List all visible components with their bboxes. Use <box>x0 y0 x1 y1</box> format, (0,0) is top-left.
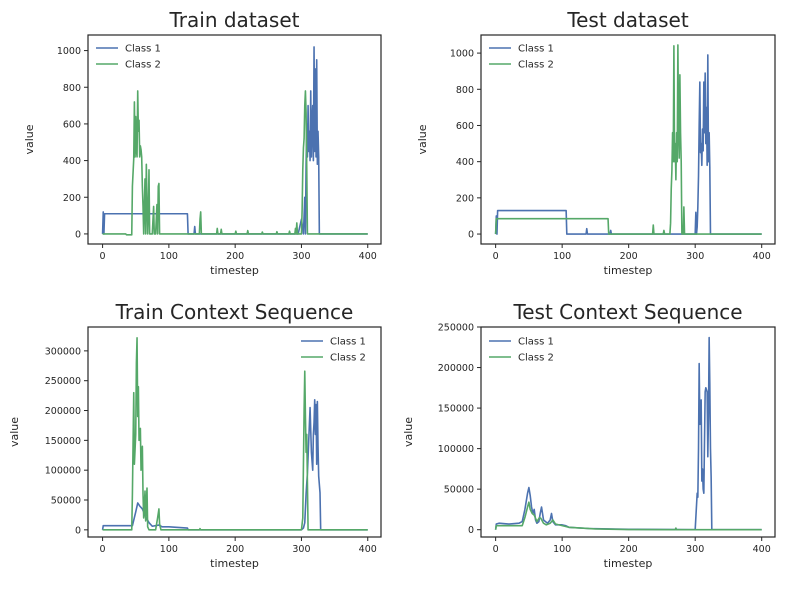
series-line-class-2 <box>102 90 368 236</box>
legend: Class 1 Class 2 <box>489 337 554 364</box>
y-tick-label: 0 <box>468 525 474 536</box>
y-tick-label: 150000 <box>438 404 474 415</box>
x-tick-label: 400 <box>359 251 377 262</box>
x-tick-label: 200 <box>226 544 244 555</box>
chart-title: Test dataset <box>566 8 689 32</box>
chart-title: Train dataset <box>169 8 300 32</box>
x-tick-label: 0 <box>493 251 499 262</box>
chart-3: Train Context Sequence 0 100 200 300 400 0 5000… <box>8 300 382 570</box>
series-line-class-2 <box>494 44 762 235</box>
series-line-class-1 <box>494 336 762 531</box>
series-line-class-1 <box>101 398 368 531</box>
x-tick-label: 0 <box>493 544 499 555</box>
legend: Class 1 Class 2 <box>301 337 366 364</box>
legend-label: Class 2 <box>125 60 161 71</box>
x-tick-label: 200 <box>226 251 244 262</box>
y-tick-label: 200 <box>63 193 81 204</box>
y-tick-label: 0 <box>468 230 474 241</box>
x-tick-label: 0 <box>100 544 106 555</box>
legend: Class 1 Class 2 <box>489 44 554 71</box>
x-axis-label: timestep <box>604 264 653 277</box>
axes-frame <box>480 326 776 538</box>
x-axis-label: timestep <box>604 557 653 570</box>
legend: Class 1 Class 2 <box>96 44 161 71</box>
chart-title: Test Context Sequence <box>512 300 742 324</box>
x-tick-label: 400 <box>359 544 377 555</box>
y-tick-label: 400 <box>456 157 474 168</box>
y-tick-label: 0 <box>75 525 81 536</box>
x-tick-label: 100 <box>160 544 178 555</box>
y-axis-label: value <box>8 417 21 447</box>
y-tick-label: 1000 <box>57 46 81 57</box>
y-axis-label: value <box>23 124 36 154</box>
y-tick-label: 300000 <box>45 346 81 357</box>
y-tick-label: 800 <box>456 85 474 96</box>
y-tick-label: 800 <box>63 83 81 94</box>
y-tick-label: 600 <box>63 119 81 130</box>
chart-4: Test Context Sequence 0 100 200 300 400 0 50000… <box>402 300 776 570</box>
y-tick-label: 100000 <box>45 466 81 477</box>
x-tick-label: 200 <box>620 544 638 555</box>
x-tick-label: 100 <box>160 251 178 262</box>
x-axis-label: timestep <box>210 557 259 570</box>
x-tick-label: 200 <box>620 251 638 262</box>
axes-frame <box>87 34 382 245</box>
x-tick-label: 400 <box>753 251 771 262</box>
x-tick-label: 100 <box>553 544 571 555</box>
y-tick-label: 1000 <box>450 49 474 60</box>
y-tick-label: 400 <box>63 156 81 167</box>
x-tick-label: 0 <box>100 251 106 262</box>
legend-label: Class 1 <box>330 337 366 348</box>
x-axis-label: timestep <box>210 264 259 277</box>
y-tick-label: 200 <box>456 193 474 204</box>
y-tick-label: 50000 <box>444 485 474 496</box>
chart-1: Train dataset 0 100 200 300 400 0 200 400 600 800 1… <box>23 8 382 277</box>
x-tick-label: 300 <box>292 251 310 262</box>
axes-frame <box>480 34 776 245</box>
y-tick-label: 250000 <box>438 323 474 334</box>
series-line-class-2 <box>494 501 762 531</box>
y-tick-label: 0 <box>75 229 81 240</box>
chart-title: Train Context Sequence <box>115 300 354 324</box>
axes-frame <box>87 326 382 538</box>
x-tick-label: 400 <box>753 544 771 555</box>
y-tick-label: 50000 <box>51 496 81 507</box>
y-tick-label: 600 <box>456 121 474 132</box>
y-axis-label: value <box>402 417 415 447</box>
legend-label: Class 2 <box>518 60 554 71</box>
y-tick-label: 100000 <box>438 444 474 455</box>
legend-label: Class 2 <box>518 353 554 364</box>
x-tick-label: 300 <box>292 544 310 555</box>
series-line-class-2 <box>102 336 368 531</box>
chart-2: Test dataset 0 100 200 300 400 0 200 400 600 800 10… <box>416 8 776 277</box>
x-tick-label: 300 <box>686 544 704 555</box>
legend-label: Class 1 <box>518 44 554 55</box>
series-line-class-1 <box>494 54 762 235</box>
legend-label: Class 2 <box>330 353 366 364</box>
y-tick-label: 200000 <box>45 406 81 417</box>
y-tick-label: 250000 <box>45 376 81 387</box>
y-axis-label: value <box>416 124 429 154</box>
legend-label: Class 1 <box>125 44 161 55</box>
legend-label: Class 1 <box>518 337 554 348</box>
y-tick-label: 200000 <box>438 363 474 374</box>
y-tick-label: 150000 <box>45 436 81 447</box>
x-tick-label: 100 <box>553 251 571 262</box>
x-tick-label: 300 <box>686 251 704 262</box>
